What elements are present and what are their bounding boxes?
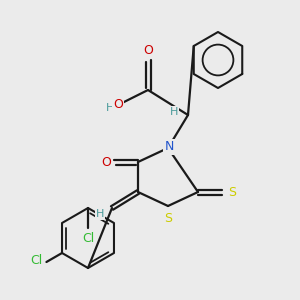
Text: S: S — [228, 185, 236, 199]
Text: O: O — [143, 44, 153, 56]
Text: Cl: Cl — [30, 254, 43, 266]
Text: Cl: Cl — [82, 232, 94, 244]
Text: N: N — [164, 140, 174, 154]
Text: H: H — [96, 209, 104, 219]
Text: H: H — [170, 107, 178, 117]
Text: S: S — [164, 212, 172, 224]
Text: O: O — [113, 98, 123, 112]
Text: H: H — [106, 103, 114, 113]
Text: O: O — [101, 155, 111, 169]
